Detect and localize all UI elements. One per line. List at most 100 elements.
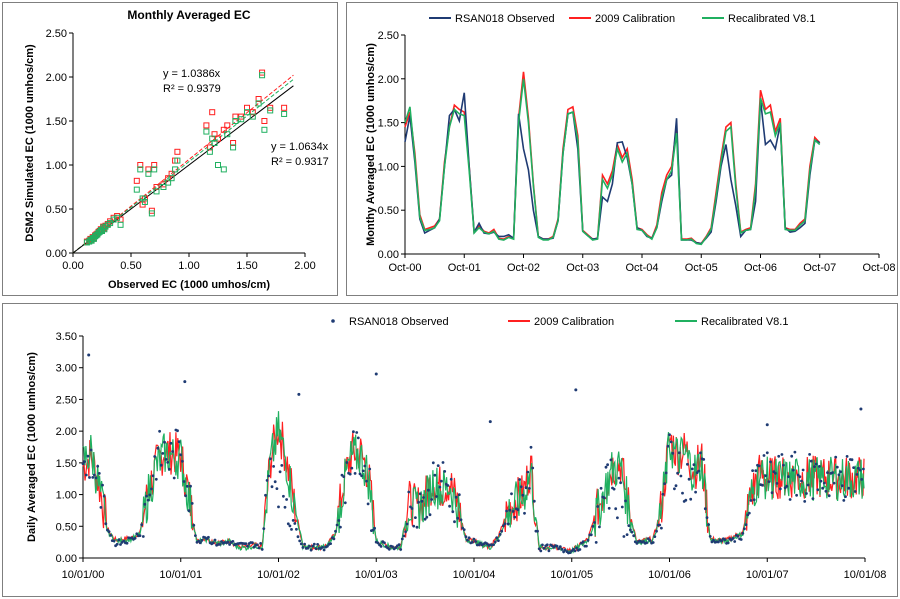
daily-timeseries-chart: 0.00 0.50 1.00 1.50 2.00 2.50 3.00 3.50 10/01/00… [26, 316, 887, 581]
observed-point [456, 516, 460, 520]
observed-point [348, 472, 352, 476]
observed-point [839, 470, 842, 474]
observed-point [686, 462, 689, 466]
x-tick-label: 10/01/01 [159, 569, 202, 581]
observed-point [288, 524, 292, 528]
observed-point [198, 541, 202, 545]
observed-point [660, 526, 663, 530]
observed-point [764, 474, 767, 478]
observed-point [143, 502, 147, 506]
legend-label: RSAN018 Observed [455, 13, 555, 25]
observed-point [819, 479, 823, 483]
observed-point [213, 538, 217, 542]
y-tick-label: 2.00 [378, 74, 399, 86]
observed-point [793, 450, 797, 454]
y-tick-label: 0.50 [56, 521, 77, 533]
observed-point [418, 492, 422, 496]
observed-point [845, 455, 849, 458]
scatter-point [232, 118, 239, 124]
observed-point [694, 490, 697, 494]
observed-point [493, 540, 497, 544]
observed-point [857, 466, 860, 470]
observed-point [513, 515, 517, 519]
observed-point [443, 470, 447, 473]
y-tick-label: 2.50 [46, 28, 67, 40]
observed-point [295, 527, 298, 531]
observed-point [272, 465, 275, 468]
observed-point [593, 521, 596, 524]
observed-point [774, 471, 777, 475]
scatter-point [230, 144, 237, 151]
observed-point [119, 543, 122, 546]
observed-point [751, 469, 754, 472]
observed-point [620, 505, 624, 509]
observed-point [655, 529, 658, 533]
observed-point [457, 493, 461, 497]
observed-point [297, 392, 301, 396]
observed-point [264, 493, 267, 497]
observed-point [602, 496, 606, 500]
observed-point [184, 494, 188, 498]
x-tick-label: 10/01/04 [453, 569, 496, 581]
observed-point [679, 474, 683, 478]
observed-point [438, 485, 442, 489]
monthly-timeseries-chart: 0.00 0.50 1.00 1.50 2.00 2.50 Oct-00 Oct-01 Oct-… [365, 13, 896, 274]
observed-point [269, 457, 272, 461]
scatter-point [110, 214, 117, 221]
y-tick-label: 0.00 [378, 249, 399, 261]
observed-point [358, 472, 362, 476]
observed-point [560, 547, 564, 551]
observed-point [528, 487, 531, 490]
scatter-point [244, 104, 250, 111]
observed-point [591, 525, 595, 528]
observed-point [731, 537, 735, 540]
scatter-point [255, 100, 262, 107]
observed-point [387, 547, 391, 551]
y-tick-label: 1.00 [378, 161, 399, 173]
observed-point [423, 517, 427, 521]
observed-point [156, 446, 160, 450]
legend-label: Recalibrated V8.1 [701, 316, 788, 328]
scatter-point [165, 175, 172, 182]
observed-point [355, 431, 359, 434]
observed-point [524, 486, 528, 490]
observed-point [687, 477, 691, 481]
observed-point [761, 483, 764, 487]
observed-point [83, 460, 86, 463]
y-tick-label: 1.00 [46, 160, 67, 172]
fit-annotation: y = 1.0386x [163, 68, 221, 80]
observed-point [619, 481, 622, 485]
observed-point [145, 494, 148, 498]
observed-point [703, 507, 707, 511]
observed-point [231, 540, 235, 543]
observed-point [858, 468, 862, 472]
observed-point [630, 530, 634, 534]
observed-point [329, 542, 332, 545]
observed-point [282, 494, 285, 498]
x-tick-label: 10/01/08 [844, 569, 887, 581]
observed-point [405, 522, 409, 526]
observed-point [181, 459, 184, 463]
observed-point [339, 525, 342, 529]
scatter-point [141, 198, 148, 205]
observed-point [811, 497, 815, 500]
y-tick-label: 3.50 [56, 331, 77, 343]
observed-point [211, 541, 215, 545]
observed-point [400, 537, 404, 541]
observed-point [813, 465, 816, 468]
x-tick-label: 0.50 [120, 260, 141, 272]
scatter-point [232, 113, 239, 120]
observed-point [93, 473, 96, 477]
observed-point [671, 451, 675, 455]
observed-point [161, 452, 165, 455]
trendline [72, 74, 294, 254]
scatter-point [267, 107, 274, 114]
x-tick-label: Oct-07 [803, 262, 836, 274]
observed-point [153, 455, 157, 458]
observed-point [757, 464, 761, 468]
observed-point [368, 467, 372, 471]
observed-point [265, 479, 269, 482]
observed-point [314, 547, 318, 550]
scatter-point [174, 148, 181, 155]
observed-point [154, 477, 158, 481]
